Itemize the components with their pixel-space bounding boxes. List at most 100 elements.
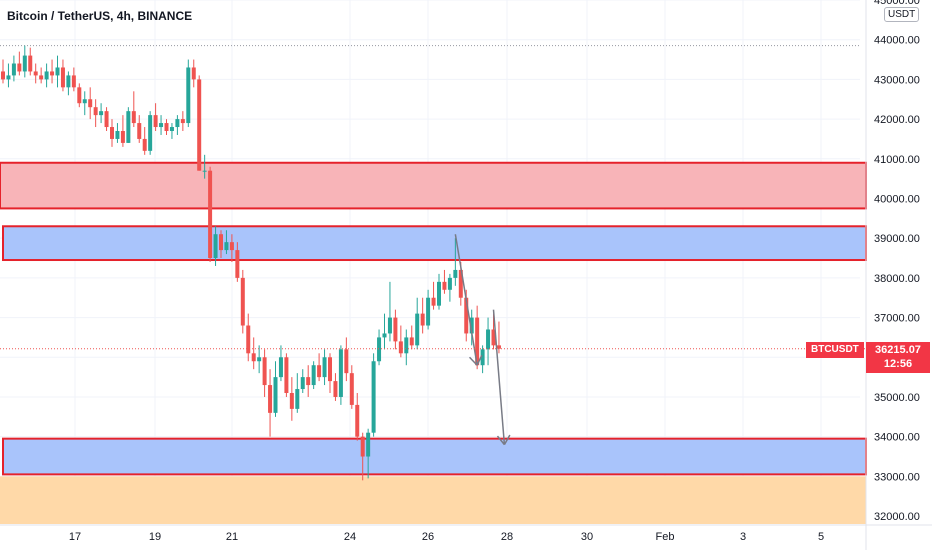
x-tick-label: 26	[422, 531, 434, 543]
chart-gridlines	[0, 0, 860, 524]
candle-body	[480, 349, 485, 366]
candle-body	[442, 281, 447, 290]
candle-body	[344, 349, 349, 374]
x-axis-ticks[interactable]: 17 19 21 24 26 28 30 Feb 3 5	[69, 531, 824, 543]
candle-body	[349, 373, 354, 405]
candle-body	[202, 170, 207, 172]
bar-countdown: 12:56	[883, 358, 913, 370]
candle-body	[273, 377, 278, 413]
candle-body	[458, 269, 463, 298]
candle-body	[11, 63, 16, 76]
candle-body	[126, 111, 131, 143]
candle-body	[333, 381, 338, 397]
candle-body	[377, 337, 382, 362]
y-tick-label: 45000.00	[874, 0, 920, 7]
candle-body	[311, 365, 316, 386]
candle-body	[496, 345, 501, 349]
x-tick-label: 19	[149, 531, 161, 543]
candle-body	[486, 329, 491, 350]
candle-body	[235, 250, 240, 278]
candle-body	[110, 127, 114, 139]
candle-body	[33, 71, 38, 76]
candle-body	[464, 297, 469, 334]
x-tick-label: 21	[226, 531, 238, 543]
candle-body	[175, 119, 180, 128]
candle-body	[328, 357, 332, 382]
candle-body	[66, 75, 71, 88]
candle-body	[437, 281, 441, 306]
candle-body	[295, 389, 300, 409]
candle-body	[284, 357, 289, 393]
y-tick-label: 43000.00	[874, 74, 920, 86]
candle-body	[219, 234, 223, 251]
last-price-tag: 36215.07 12:56	[866, 342, 930, 373]
y-tick-label: 40000.00	[874, 193, 920, 205]
currency-unit-button[interactable]: USDT	[884, 7, 920, 22]
candle-body	[262, 357, 267, 386]
candle-body	[355, 404, 360, 437]
candle-body	[22, 55, 27, 72]
candle-body	[197, 79, 202, 171]
candle-body	[257, 357, 262, 362]
candle-body	[148, 115, 153, 151]
candle-body	[268, 385, 273, 413]
candle-body	[469, 317, 474, 334]
price-zones	[0, 161, 867, 524]
candle-body	[240, 277, 245, 326]
candle-body	[93, 107, 98, 116]
y-tick-label: 39000.00	[874, 233, 920, 245]
y-axis-ticks[interactable]: 32000.0033000.0034000.0035000.0036000.00…	[874, 0, 920, 523]
last-price-value: 36215.07	[875, 344, 921, 356]
x-tick-label: Feb	[656, 531, 675, 543]
candle-body	[382, 333, 387, 338]
zone-demand-1	[2, 225, 867, 262]
candle-body	[404, 337, 409, 354]
candle-body	[398, 341, 403, 354]
candle-body	[99, 111, 104, 116]
candle-body	[317, 365, 322, 378]
candle-body	[1, 71, 5, 80]
arrow-head-0	[476, 354, 483, 366]
candle-body	[393, 317, 398, 342]
candlestick-series	[1, 45, 501, 481]
candle-body	[180, 119, 185, 124]
candle-body	[289, 393, 294, 409]
candle-body	[371, 361, 376, 433]
y-tick-label: 37000.00	[874, 313, 920, 325]
candle-body	[142, 138, 147, 151]
x-tick-label: 30	[581, 531, 593, 543]
candle-body	[77, 87, 82, 104]
projection-arrows	[454, 234, 511, 446]
candle-body	[366, 432, 371, 457]
candle-body	[322, 357, 327, 378]
candle-body	[186, 67, 191, 124]
y-tick-label: 44000.00	[874, 35, 920, 47]
zone-deep-3	[0, 476, 866, 524]
candle-body	[360, 436, 365, 457]
candle-body	[131, 111, 136, 124]
x-tick-label: 5	[818, 531, 824, 543]
y-tick-label: 35000.00	[874, 392, 920, 404]
symbol-label: BTCUSDT	[806, 342, 864, 358]
candle-body	[338, 349, 343, 397]
x-tick-label: 24	[344, 531, 356, 543]
candle-body	[55, 67, 60, 76]
candle-body	[159, 123, 164, 128]
candle-body	[60, 67, 65, 88]
y-tick-label: 42000.00	[874, 114, 920, 126]
candle-body	[191, 67, 196, 80]
y-tick-label: 33000.00	[874, 471, 920, 483]
candle-body	[415, 313, 420, 346]
candle-body	[306, 377, 311, 386]
candle-body	[88, 99, 93, 108]
candle-body	[229, 242, 234, 251]
candle-body	[426, 297, 431, 326]
y-tick-label: 38000.00	[874, 273, 920, 285]
candle-body	[28, 55, 33, 72]
candle-body	[50, 71, 55, 76]
zone-demand-2	[2, 437, 867, 476]
chart-title: Bitcoin / TetherUS, 4h, BINANCE	[7, 9, 193, 23]
candle-body	[431, 297, 436, 306]
